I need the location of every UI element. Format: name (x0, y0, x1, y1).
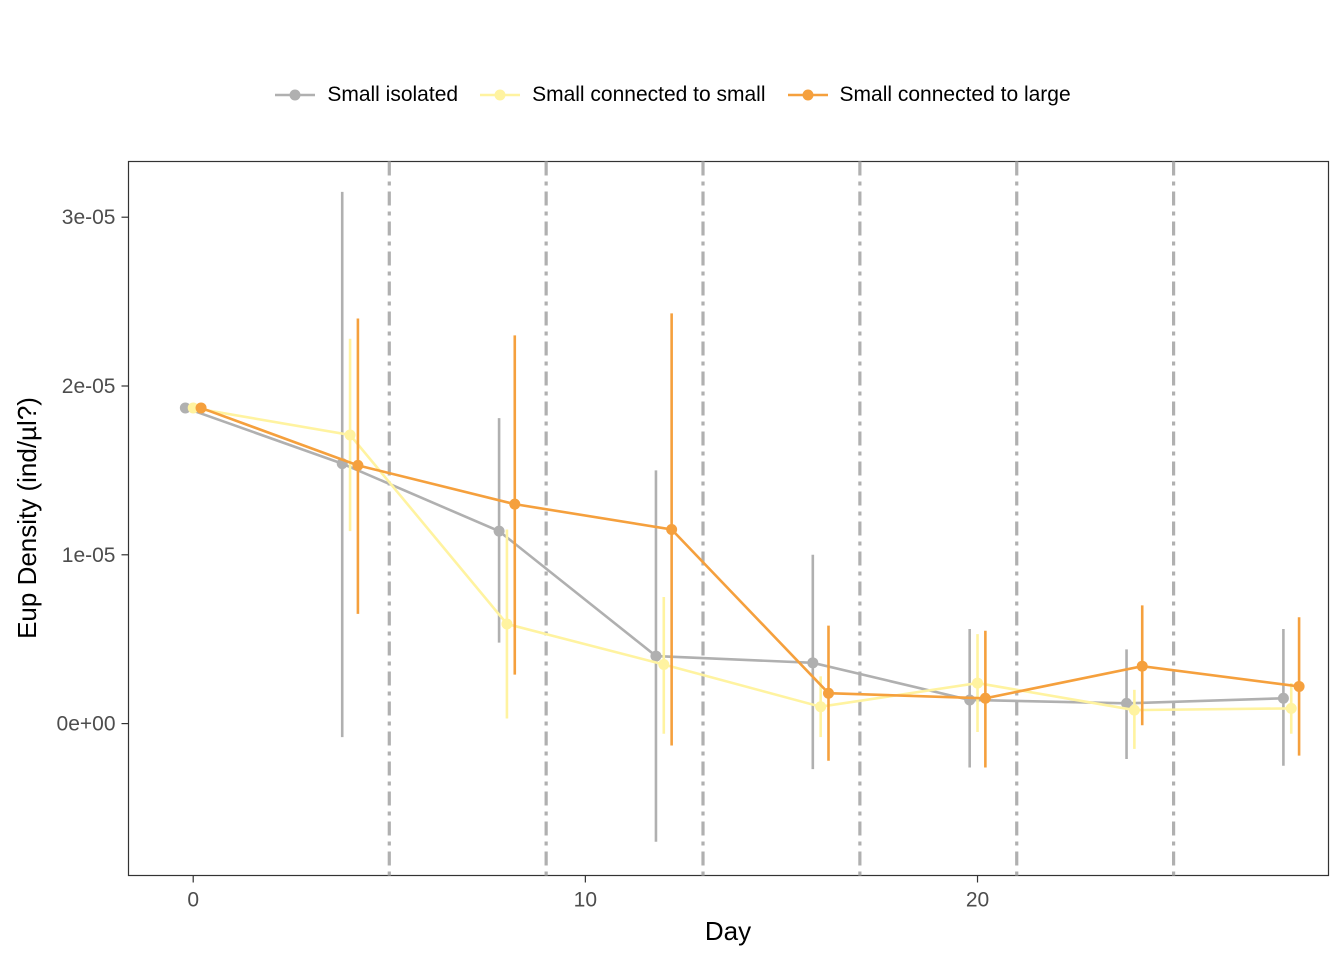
point-small-connected-to-large-1 (352, 459, 364, 471)
point-small-connected-to-large-7 (1293, 680, 1305, 692)
x-tick-label-10: 10 (574, 889, 597, 912)
y-tick-label-1: 1e-05 (62, 544, 116, 567)
legend-item-small-isolated: Small isolated (273, 78, 458, 112)
point-small-connected-to-small-3 (658, 659, 670, 671)
series-layer (179, 191, 1305, 842)
legend-label-small-connected-to-small: Small connected to small (532, 83, 766, 106)
legend-point-small-connected-to-large (802, 89, 814, 101)
x-axis-label: Day (705, 916, 751, 946)
point-small-isolated-4 (807, 657, 819, 669)
point-small-isolated-3 (650, 650, 662, 662)
plot-panel (127, 160, 1330, 877)
line-small-connected-to-small (192, 406, 1292, 712)
legend-key-small-connected-to-small (480, 89, 521, 101)
y-tick-label-3: 3e-05 (62, 206, 116, 229)
y-tick-label-0: 0e+00 (57, 713, 116, 736)
series-small-isolated (179, 191, 1289, 842)
line-small-connected-to-large (200, 406, 1300, 700)
point-small-connected-to-large-4 (823, 687, 834, 699)
point-small-isolated-7 (1277, 692, 1289, 704)
point-small-connected-to-small-5 (972, 677, 984, 689)
point-small-connected-to-small-4 (815, 701, 827, 713)
point-small-connected-to-large-2 (509, 498, 521, 510)
point-small-connected-to-large-5 (979, 692, 991, 704)
legend-key-small-connected-to-large (787, 89, 828, 101)
point-small-isolated-2 (493, 525, 505, 537)
legend-item-small-connected-to-large: Small connected to large (786, 78, 1071, 112)
point-small-isolated-0 (179, 402, 191, 414)
legend-point-small-connected-to-small (494, 89, 506, 101)
point-small-isolated-5 (964, 694, 976, 706)
legend: Small isolated Small connected to small … (0, 78, 1344, 112)
vlines-layer (387, 161, 1176, 876)
legend-label-small-connected-to-large: Small connected to large (839, 83, 1071, 106)
point-small-connected-to-large-3 (666, 523, 678, 535)
series-small-connected-to-large (195, 313, 1305, 768)
point-small-connected-to-small-6 (1128, 704, 1140, 716)
line-small-isolated (184, 406, 1284, 705)
y-axis-label: Eup Density (ind/µl?) (12, 397, 42, 639)
legend-point-small-isolated (289, 89, 301, 101)
point-small-connected-to-small-0 (187, 402, 199, 414)
x-tick-label-0: 0 (187, 889, 199, 912)
legend-label-small-isolated: Small isolated (327, 83, 459, 106)
legend-key-small-isolated (275, 89, 316, 101)
y-tick-label-2: 2e-05 (62, 375, 116, 398)
point-small-connected-to-large-6 (1136, 660, 1148, 672)
point-small-isolated-6 (1121, 697, 1133, 709)
point-small-connected-to-small-7 (1285, 702, 1297, 714)
legend-item-small-connected-to-small: Small connected to small (478, 78, 766, 112)
point-small-connected-to-large-0 (195, 402, 207, 414)
point-small-connected-to-small-2 (501, 618, 513, 630)
point-small-isolated-1 (336, 458, 348, 470)
x-tick-label-20: 20 (966, 889, 989, 912)
point-small-connected-to-small-1 (344, 429, 356, 441)
axes-layer: 0 10 20 0e+00 1e-05 2e-05 3e-05 (57, 206, 990, 911)
series-small-connected-to-small (187, 338, 1297, 749)
